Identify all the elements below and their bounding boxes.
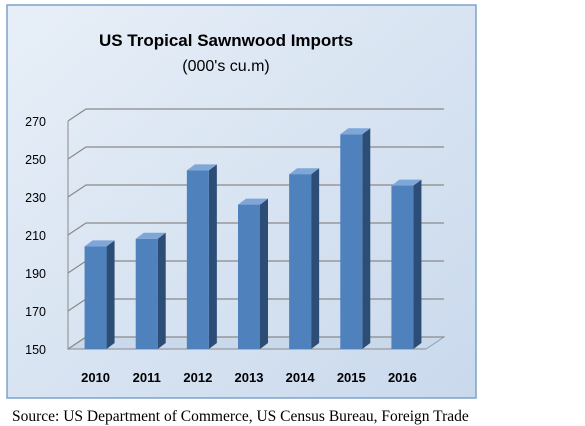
bar-front	[84, 246, 107, 349]
bar	[186, 164, 217, 349]
bar-top	[289, 168, 320, 175]
gridline	[67, 146, 444, 160]
bar-side	[106, 240, 115, 349]
bar	[84, 240, 115, 349]
x-tick-label: 2014	[286, 370, 316, 385]
bar-front	[135, 238, 158, 349]
bar-side	[311, 168, 320, 349]
y-tick-label: 250	[25, 153, 46, 167]
bar-top	[84, 240, 115, 247]
bar-top	[135, 232, 166, 239]
y-tick-label: 270	[25, 115, 46, 129]
x-tick-label: 2012	[183, 370, 212, 385]
bar	[135, 232, 166, 349]
x-tick-label: 2015	[337, 370, 366, 385]
y-tick-label: 230	[25, 191, 46, 205]
x-tick-label: 2010	[81, 370, 110, 385]
bar-top	[186, 164, 217, 171]
y-tick-label: 210	[25, 229, 46, 243]
bar-front	[186, 170, 209, 349]
x-tick-label: 2011	[133, 370, 161, 385]
bar-front	[391, 185, 414, 349]
bar-top	[238, 198, 268, 205]
bar-side	[157, 232, 166, 349]
bar	[289, 168, 320, 349]
gridline	[67, 222, 444, 236]
chart-title: US Tropical Sawnwood Imports	[99, 31, 353, 50]
source-note: Source: US Department of Commerce, US Ce…	[12, 408, 469, 425]
x-tick-label: 2013	[235, 370, 264, 385]
y-axis: 150 170 190 210 230 250 270	[25, 115, 426, 357]
bars	[84, 128, 422, 349]
bar-chart: US Tropical Sawnwood Imports (000's cu.m…	[6, 4, 477, 399]
bar	[391, 179, 422, 349]
bar-front	[289, 174, 312, 349]
gridline	[67, 108, 444, 122]
bar-front	[238, 204, 260, 349]
y-tick-label: 150	[25, 343, 46, 357]
bar	[238, 198, 268, 349]
bar-top	[340, 128, 371, 135]
bar-side	[208, 164, 217, 349]
x-tick-label: 2016	[388, 370, 417, 385]
bar-side	[362, 128, 371, 349]
y-tick-label: 190	[25, 267, 46, 281]
y-tick-label: 170	[25, 305, 46, 319]
bar-front	[340, 134, 363, 349]
gridline	[67, 184, 444, 198]
chart-frame: US Tropical Sawnwood Imports (000's cu.m…	[6, 4, 477, 425]
bar-side	[260, 198, 268, 349]
bar	[340, 128, 371, 349]
x-axis-labels: 2010 2011 2012 2013 2014 2015 2016	[81, 370, 417, 385]
chart-subtitle: (000's cu.m)	[182, 58, 270, 75]
bar-side	[413, 179, 422, 349]
bar-top	[391, 179, 422, 186]
